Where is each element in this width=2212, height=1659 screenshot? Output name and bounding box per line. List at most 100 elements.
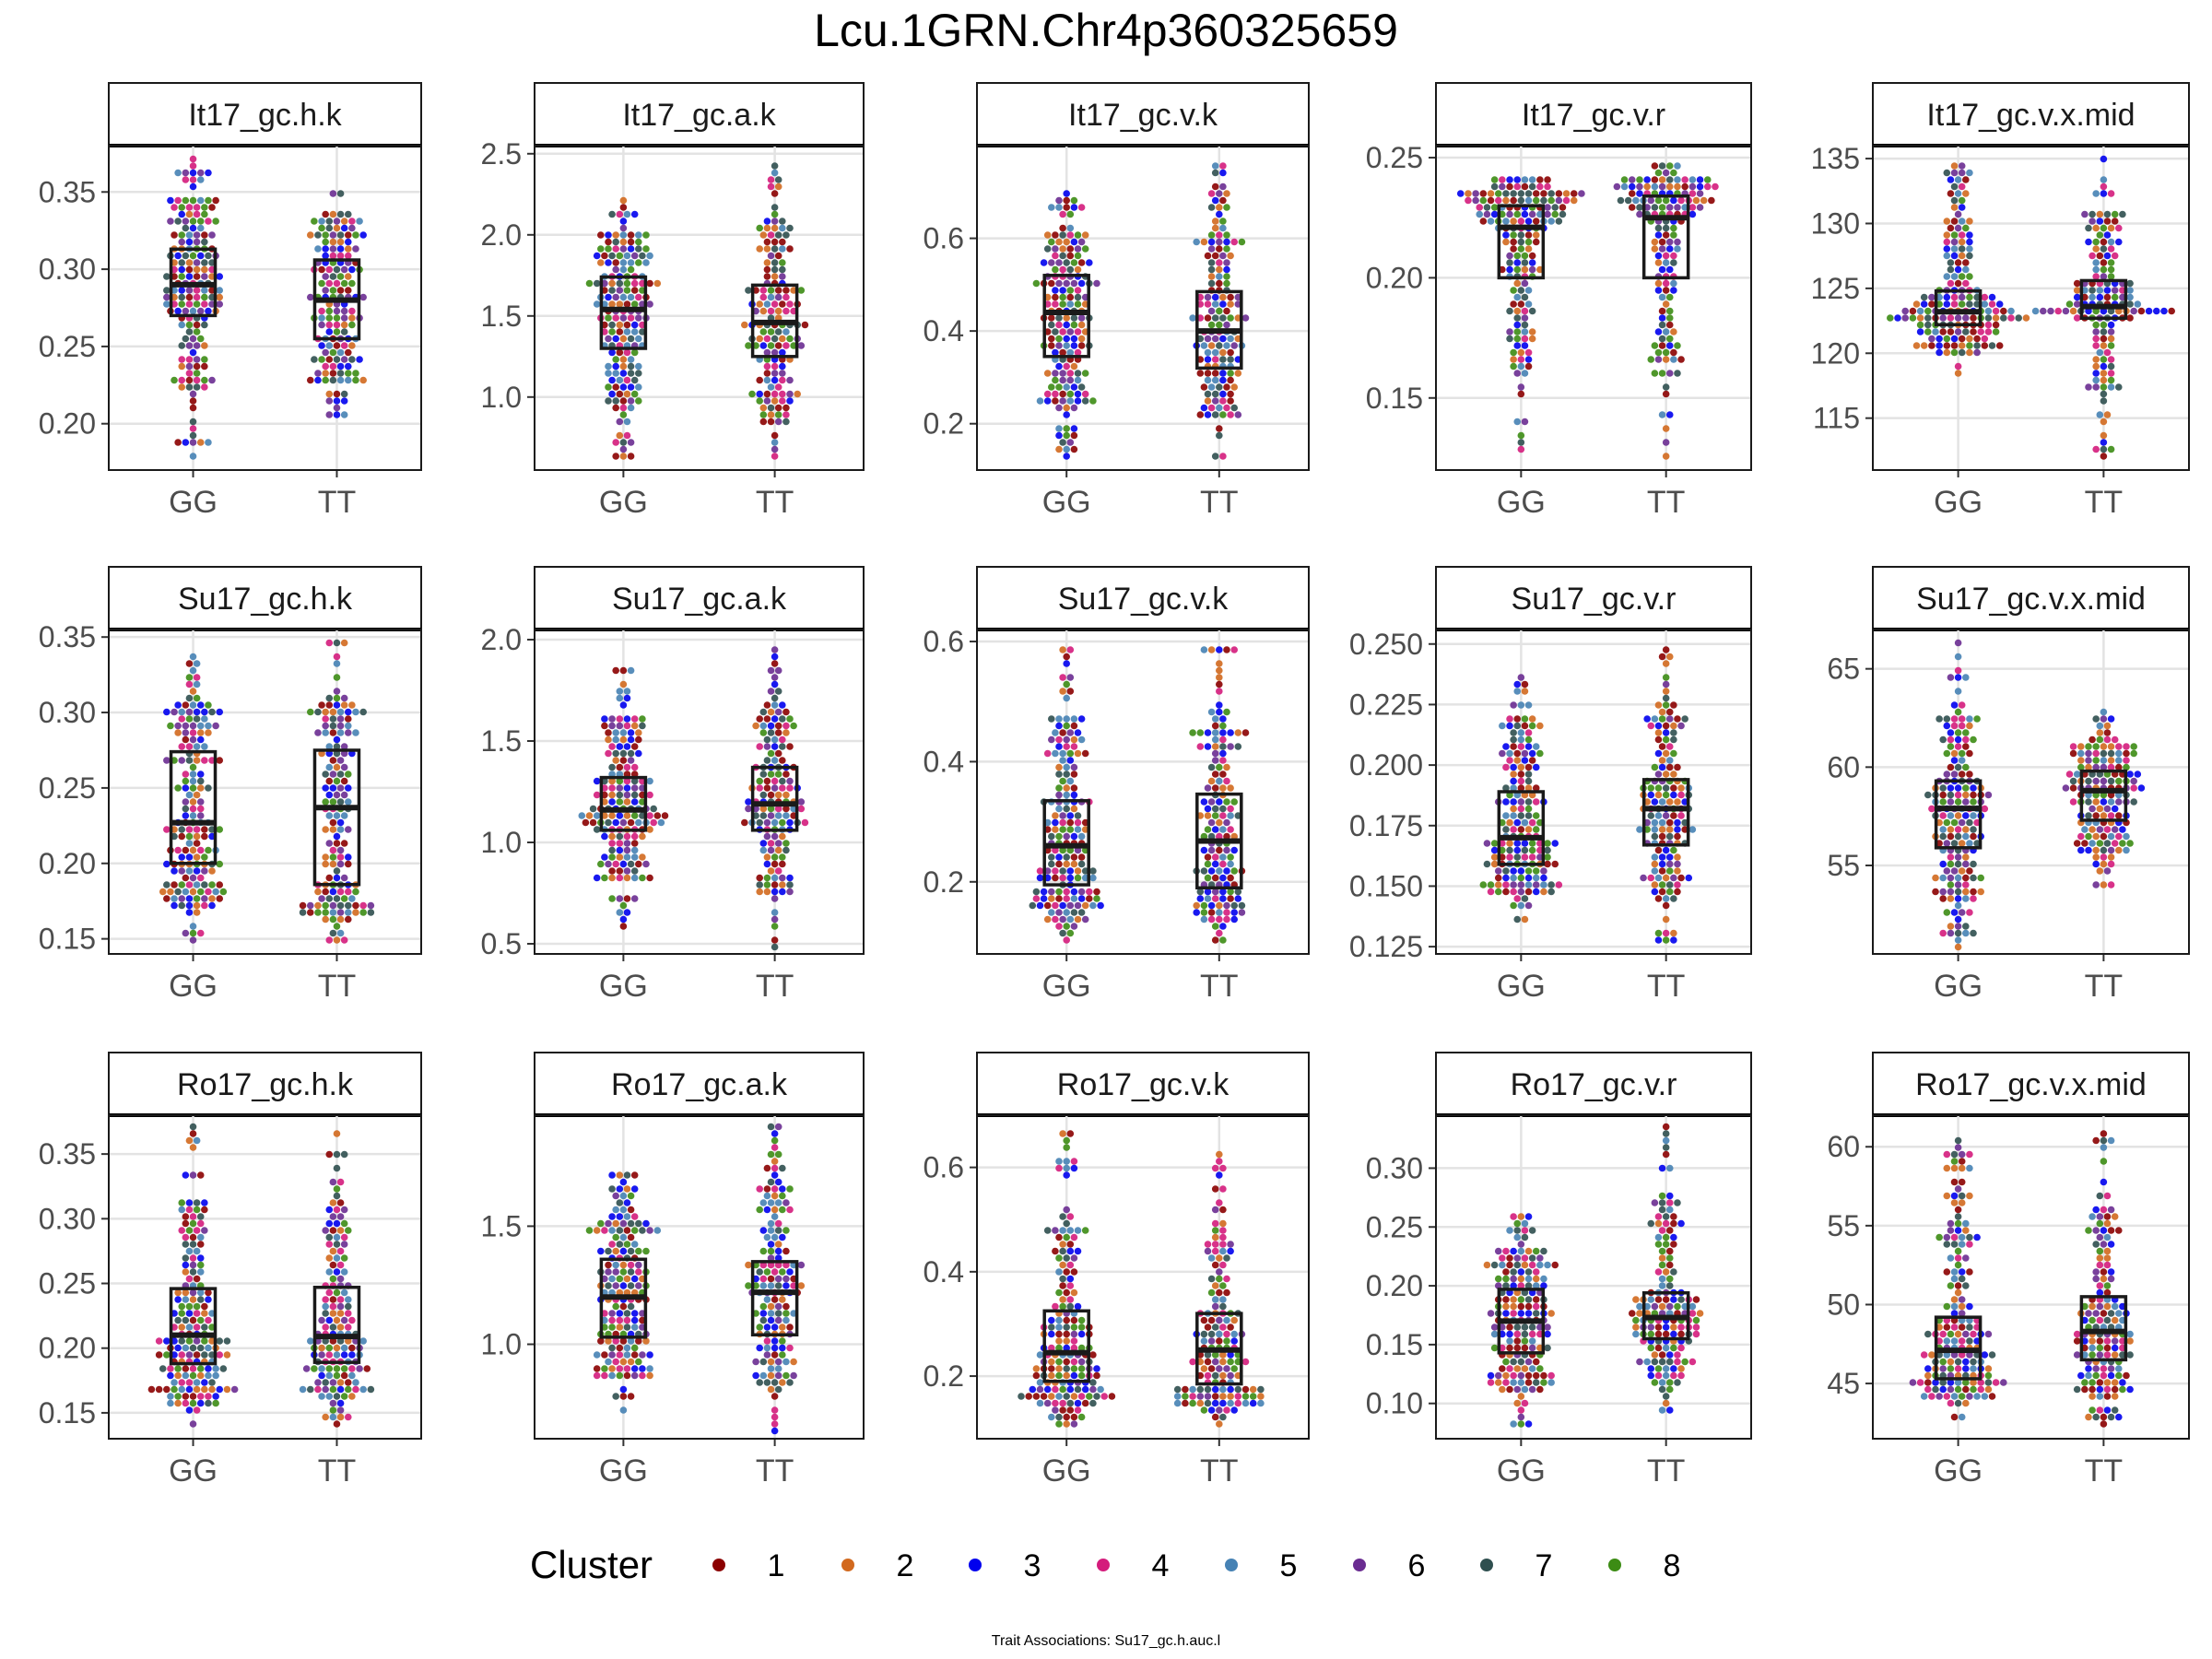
data-point [1939, 1358, 1947, 1366]
data-point [623, 418, 631, 426]
data-point [1654, 895, 1663, 902]
data-point [1532, 763, 1540, 771]
data-point [2114, 777, 2123, 785]
data-point [1962, 923, 1970, 930]
data-point [779, 397, 786, 405]
data-point [596, 231, 605, 239]
data-point [1947, 743, 1955, 750]
points [1456, 162, 1719, 460]
data-point [311, 356, 318, 363]
data-point [196, 1213, 205, 1220]
data-point [1093, 1393, 1100, 1400]
data-point [1207, 1330, 1216, 1338]
data-point [336, 231, 345, 239]
data-point [1055, 1413, 1063, 1421]
data-point [1954, 1365, 1962, 1372]
data-point [1219, 1241, 1227, 1248]
data-point [1665, 818, 1674, 827]
data-point [1059, 300, 1066, 308]
data-point [1055, 1365, 1063, 1372]
data-point [185, 376, 194, 384]
data-point [2069, 743, 2077, 750]
data-point [779, 701, 786, 709]
data-point [616, 694, 624, 702]
data-point [1036, 867, 1044, 875]
data-point [1204, 252, 1212, 260]
y-tick-label: 0.25 [39, 771, 96, 805]
data-point [608, 390, 616, 398]
data-point [1995, 300, 2004, 308]
data-point [1647, 1219, 1655, 1228]
data-point [1958, 1241, 1966, 1248]
data-point [771, 860, 779, 868]
data-point [1654, 929, 1663, 937]
data-point [2092, 224, 2100, 232]
data-point [196, 169, 205, 177]
data-point [1070, 1344, 1078, 1352]
data-point [1654, 729, 1663, 736]
data-point [759, 708, 768, 716]
panel-border [1435, 1114, 1752, 1440]
data-point [779, 390, 786, 398]
data-point [1479, 881, 1488, 888]
data-point [1658, 757, 1666, 764]
data-point [1958, 722, 1966, 730]
data-point [1066, 1282, 1075, 1289]
data-point [1043, 390, 1052, 398]
data-point [774, 1371, 782, 1380]
data-point [1490, 860, 1499, 868]
data-point [1628, 182, 1636, 191]
data-point [1958, 335, 1966, 343]
data-point [763, 259, 771, 266]
data-point [333, 777, 341, 785]
data-point [2096, 826, 2104, 833]
data-point [1674, 370, 1681, 377]
data-point [193, 1136, 201, 1145]
data-point [336, 362, 345, 371]
data-point [1950, 335, 1959, 343]
data-point [759, 1282, 768, 1289]
data-point [1674, 1351, 1681, 1359]
data-point [1200, 867, 1208, 875]
data-point [605, 1219, 612, 1228]
data-point [1211, 453, 1219, 460]
data-point [212, 196, 219, 205]
data-point [193, 694, 201, 702]
data-point [318, 356, 325, 363]
data-point [1211, 729, 1219, 736]
data-point [1517, 729, 1525, 736]
data-point [1055, 860, 1063, 868]
x-tick-label-gg: GG [1934, 485, 1983, 520]
data-point [1055, 362, 1063, 371]
data-point [1662, 694, 1670, 702]
data-point [646, 791, 653, 799]
data-point [1939, 1379, 1947, 1386]
data-point [1962, 176, 1970, 183]
data-point [1954, 798, 1962, 806]
data-point [1517, 1268, 1525, 1276]
data-point [1524, 1371, 1533, 1380]
data-point [1947, 190, 1955, 197]
data-point [178, 1351, 186, 1359]
data-point [193, 376, 201, 384]
data-point [634, 1219, 642, 1228]
data-point [756, 300, 764, 308]
data-point [340, 411, 348, 418]
data-point [2085, 763, 2092, 771]
data-point [1216, 431, 1223, 440]
data-point [1962, 1282, 1970, 1289]
data-point [359, 293, 367, 301]
data-point [1032, 1365, 1041, 1372]
data-point [1074, 1247, 1082, 1255]
data-point [608, 1371, 616, 1380]
data-point [1211, 1393, 1219, 1400]
data-point [601, 252, 608, 260]
data-point [1066, 287, 1075, 294]
data-point [163, 881, 171, 888]
data-point [767, 1150, 775, 1159]
data-point [2119, 210, 2126, 218]
data-point [616, 832, 624, 841]
data-point [782, 1199, 790, 1206]
data-point [771, 646, 779, 653]
data-point [627, 1192, 635, 1200]
